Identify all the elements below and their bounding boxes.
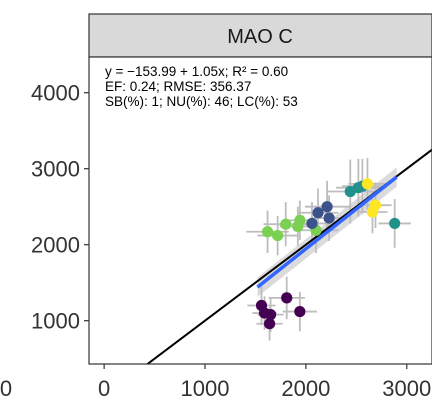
plot-panel-border <box>88 56 432 365</box>
y-tick-label-3: 4000 <box>31 81 80 106</box>
x-tick-label-0: 0 <box>98 376 110 401</box>
plot-layer <box>145 148 432 364</box>
x-tick-label-3: 3000 <box>382 376 431 401</box>
annotation-block: y = −153.99 + 1.05x; R² = 0.60 EF: 0.24;… <box>105 64 298 109</box>
data-point-4 <box>281 292 293 304</box>
annotation-sb-nu-lc: SB(%): 1; NU(%): 46; LC(%): 53 <box>105 94 298 109</box>
annotation-equation: y = −153.99 + 1.05x; R² = 0.60 <box>105 64 288 79</box>
data-point-6 <box>261 226 274 238</box>
annotation-ef-rmse: EF: 0.24; RMSE: 356.37 <box>105 79 251 94</box>
data-point-2 <box>264 309 277 321</box>
data-point-22 <box>389 217 401 230</box>
x-tick-label-2: 2000 <box>281 376 330 401</box>
facet-strip-background <box>88 13 432 58</box>
data-point-12 <box>306 217 318 230</box>
data-point-3 <box>263 318 276 330</box>
data-point-14 <box>321 201 333 213</box>
y-tick-label-0: 1000 <box>31 309 80 334</box>
facet-title: MAO C <box>227 26 293 48</box>
regression-line <box>256 175 398 289</box>
data-point-15 <box>323 212 335 224</box>
y-tick-label-1: 2000 <box>31 233 80 258</box>
data-point-19 <box>361 178 374 190</box>
data-point-5 <box>294 305 306 318</box>
data-point-13 <box>312 207 324 219</box>
facet-strip: MAO C <box>88 13 432 58</box>
data-point-10 <box>294 214 306 226</box>
data-point-7 <box>272 229 284 242</box>
axes: 0 1000 2000 3000 1000 2000 3000 4000 <box>31 81 431 401</box>
data-point-21 <box>369 199 382 211</box>
data-point-8 <box>280 218 292 230</box>
y-tick-label-2: 3000 <box>31 157 80 182</box>
x-tick-label-1: 1000 <box>181 376 230 401</box>
cut-x-tick-label: 0 <box>0 376 12 401</box>
